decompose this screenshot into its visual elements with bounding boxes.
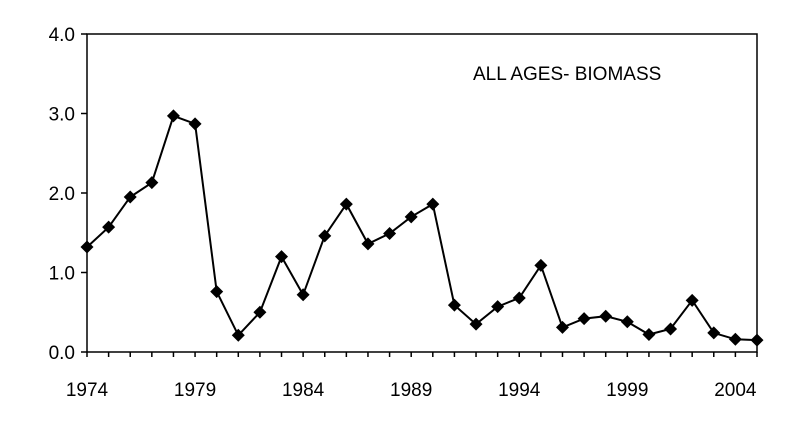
x-tick-label: 1994 <box>498 380 541 401</box>
x-tick-label: 1989 <box>390 380 432 401</box>
series-line <box>86 114 758 342</box>
data-point <box>728 332 742 346</box>
x-tick-label: 2004 <box>714 380 757 401</box>
x-tick-label: 1999 <box>606 380 648 401</box>
data-point <box>188 117 202 131</box>
data-point <box>555 320 569 334</box>
data-point <box>534 258 548 272</box>
data-point <box>210 285 224 299</box>
y-tick-label: 0.0 <box>49 343 75 364</box>
data-point <box>447 298 461 312</box>
data-point <box>664 322 678 336</box>
data-point <box>577 312 591 326</box>
data-point <box>275 250 289 264</box>
data-point <box>102 220 116 234</box>
data-point <box>145 176 159 190</box>
y-tick-label: 1.0 <box>49 264 75 285</box>
y-tick-label: 2.0 <box>49 184 75 205</box>
data-point <box>296 288 310 302</box>
data-point <box>318 229 332 243</box>
x-axis-ticks: 1974 1979 1984 1989 1994 1999 2004 <box>66 352 758 401</box>
data-point <box>620 315 634 329</box>
data-point <box>253 305 267 319</box>
data-point <box>685 293 699 307</box>
data-point <box>231 328 245 342</box>
x-tick-label: 1974 <box>66 380 109 401</box>
data-point <box>512 291 526 305</box>
data-point <box>469 317 483 331</box>
data-point <box>750 333 764 347</box>
data-markers <box>80 109 764 347</box>
y-axis-ticks: 0.0 1.0 2.0 3.0 4.0 <box>49 25 87 364</box>
chart-annotation: ALL AGES- BIOMASS <box>473 64 661 85</box>
data-point <box>426 197 440 211</box>
y-tick-label: 3.0 <box>49 105 75 126</box>
data-point <box>642 328 656 342</box>
x-tick-label: 1979 <box>174 380 216 401</box>
data-point <box>599 309 613 323</box>
data-point <box>80 240 94 254</box>
data-point <box>404 210 418 224</box>
y-tick-label: 4.0 <box>49 25 75 46</box>
data-point <box>707 326 721 340</box>
data-point <box>361 237 375 251</box>
data-point <box>383 227 397 241</box>
data-point <box>166 109 180 123</box>
x-tick-label: 1984 <box>282 380 325 401</box>
data-point <box>491 300 505 314</box>
data-point <box>123 190 137 204</box>
data-point <box>339 197 353 211</box>
